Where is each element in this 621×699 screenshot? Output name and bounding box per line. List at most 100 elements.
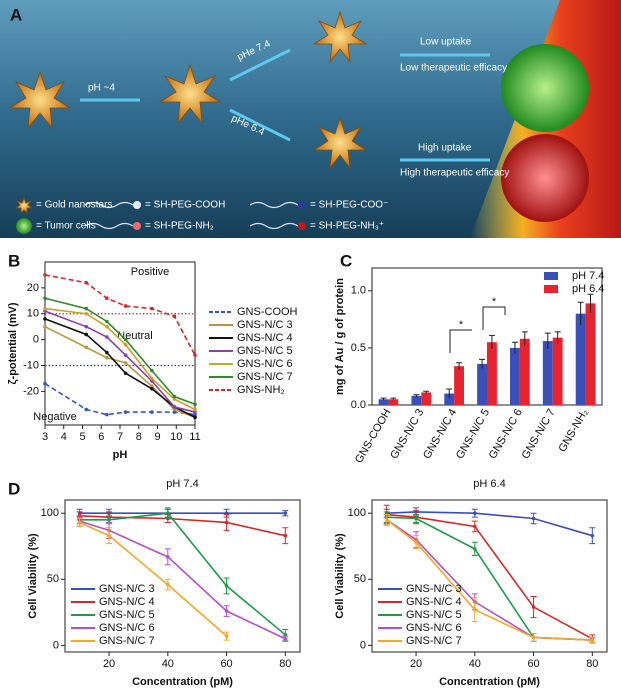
legend-label: GNS-N/C 5 bbox=[99, 609, 155, 621]
data-point bbox=[123, 337, 128, 342]
bar bbox=[388, 399, 399, 405]
error-bar bbox=[423, 390, 430, 394]
nanostar bbox=[312, 10, 368, 64]
data-point bbox=[105, 412, 109, 417]
x-tick-label: 80 bbox=[279, 658, 291, 670]
data-point bbox=[473, 547, 477, 551]
step-label: pH ~4 bbox=[88, 83, 115, 94]
legend-label: GNS-N/C 5 bbox=[406, 609, 462, 621]
x-tick-label: GNS-NH₂ bbox=[556, 407, 590, 454]
x-tick-label: 20 bbox=[103, 658, 115, 670]
bar bbox=[477, 363, 487, 405]
data-point bbox=[123, 371, 128, 376]
plot-frame bbox=[371, 499, 608, 653]
data-point bbox=[473, 511, 477, 516]
y-tick-label: 0.0 bbox=[351, 399, 366, 411]
x-tick-label: GNS-N/C 5 bbox=[454, 407, 492, 461]
series-line bbox=[79, 521, 228, 637]
data-point bbox=[43, 306, 47, 311]
legend-label: = SH-PEG-NH₃⁺ bbox=[310, 221, 384, 232]
error-bar bbox=[587, 293, 594, 313]
bar bbox=[411, 395, 422, 405]
data-point bbox=[166, 582, 170, 587]
outcome-label: Low uptake bbox=[420, 37, 472, 48]
data-point bbox=[166, 511, 170, 516]
annotation: * bbox=[459, 319, 464, 331]
bar bbox=[454, 366, 464, 405]
bar bbox=[510, 347, 520, 405]
y-tick-label: 0.5 bbox=[351, 342, 366, 354]
chart-title: pH 7.4 bbox=[166, 478, 198, 490]
nanostar bbox=[8, 70, 72, 130]
data-point bbox=[105, 355, 109, 360]
data-point bbox=[590, 533, 595, 538]
data-point bbox=[84, 306, 89, 311]
legend-label: GNS-N/C 6 bbox=[237, 358, 293, 370]
bar bbox=[444, 393, 455, 405]
error-bar bbox=[554, 331, 561, 344]
legend-swatch bbox=[544, 272, 558, 280]
legend-label: GNS-N/C 7 bbox=[99, 635, 155, 647]
bar bbox=[552, 337, 563, 405]
x-tick-label: 60 bbox=[527, 658, 539, 670]
error-bar bbox=[446, 388, 453, 399]
peg-coo-icon bbox=[249, 201, 299, 209]
data-point bbox=[172, 314, 177, 319]
x-tick-label: GNS-N/C 7 bbox=[520, 407, 558, 461]
data-point bbox=[84, 280, 89, 285]
x-tick-label: GNS-N/C 3 bbox=[388, 407, 426, 461]
data-point bbox=[84, 332, 89, 337]
legend-label: GNS-N/C 3 bbox=[99, 583, 155, 595]
y-tick-label: 20 bbox=[27, 282, 39, 294]
data-point bbox=[224, 520, 229, 525]
data-point bbox=[150, 306, 154, 311]
tumor-cell-icon bbox=[16, 218, 32, 234]
bar bbox=[378, 399, 389, 405]
x-tick-label: 80 bbox=[586, 658, 598, 670]
error-bar bbox=[456, 362, 463, 370]
data-point bbox=[224, 609, 229, 613]
legend-label: GNS-N/C 4 bbox=[237, 332, 293, 344]
data-point bbox=[107, 533, 111, 538]
x-axis-label: Concentration (pM) bbox=[439, 676, 540, 688]
tumor-cell-low bbox=[501, 44, 589, 132]
legend-label: = SH-PEG-NH₂ bbox=[145, 221, 214, 232]
data-point bbox=[172, 407, 177, 412]
x-tick-label: 60 bbox=[220, 658, 232, 670]
bar bbox=[487, 342, 497, 405]
data-point bbox=[43, 324, 47, 329]
y-tick-label: 50 bbox=[47, 573, 59, 585]
data-point bbox=[283, 533, 288, 538]
panel-label: D bbox=[8, 479, 20, 498]
data-point bbox=[590, 638, 595, 642]
data-point bbox=[123, 410, 128, 414]
legend-label: pH 6.4 bbox=[572, 283, 604, 295]
significance-bracket bbox=[449, 329, 472, 353]
legend-label: GNS-N/C 4 bbox=[406, 596, 462, 608]
data-point bbox=[193, 412, 197, 417]
legend-label: = SH-PEG-COO⁻ bbox=[310, 200, 388, 211]
nanostar-icon bbox=[14, 196, 34, 214]
legend-label: = Gold nanostars bbox=[36, 200, 112, 211]
y-tick-label: -20 bbox=[23, 385, 39, 397]
plot-frame bbox=[64, 499, 301, 653]
annotation: Negative bbox=[33, 411, 76, 423]
x-tick-label: 10 bbox=[170, 431, 182, 443]
panel-a: A pH ~4 pHe 7.4 pHe 6.4 Low uptake Low t… bbox=[0, 0, 621, 238]
x-tick-label: 3 bbox=[42, 431, 48, 443]
peg-nh2-icon bbox=[84, 222, 134, 230]
data-point bbox=[43, 309, 47, 313]
data-point bbox=[123, 342, 128, 347]
data-point bbox=[166, 555, 170, 559]
legend-label: GNS-N/C 5 bbox=[237, 345, 293, 357]
bar bbox=[585, 303, 596, 405]
significance-bracket bbox=[482, 306, 506, 330]
legend-label: GNS-N/C 7 bbox=[237, 371, 293, 383]
x-tick-label: GNS-COOH bbox=[353, 407, 394, 465]
error-bar bbox=[521, 331, 528, 346]
legend-label: GNS-N/C 6 bbox=[99, 622, 155, 634]
peg-icons bbox=[84, 201, 299, 230]
data-point bbox=[43, 273, 47, 277]
y-tick-label: -10 bbox=[23, 359, 39, 371]
